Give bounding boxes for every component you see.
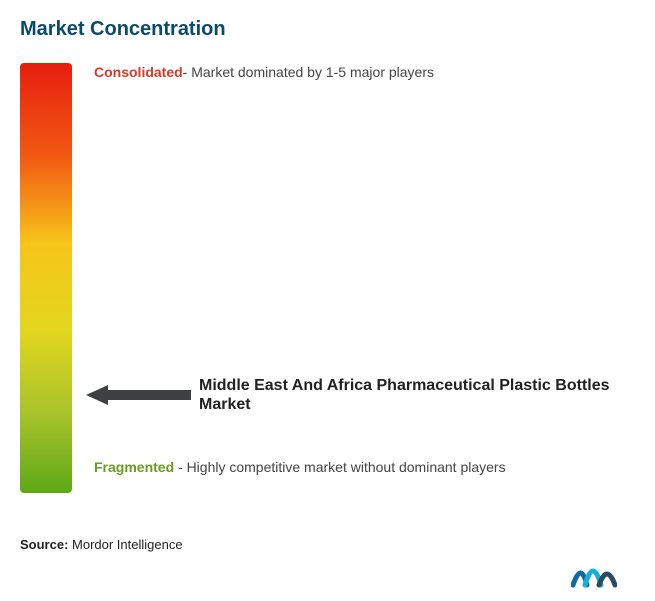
diagram-area: Consolidated- Market dominated by 1-5 ma… xyxy=(20,63,635,503)
source-line: Source: Mordor Intelligence xyxy=(20,537,635,552)
source-label: Source: xyxy=(20,537,68,552)
market-name: Middle East And Africa Pharmaceutical Pl… xyxy=(199,376,629,414)
logo-icon xyxy=(571,555,617,589)
consolidated-desc: - Market dominated by 1-5 major players xyxy=(183,64,434,80)
fragmented-label: Fragmented - Highly competitive market w… xyxy=(94,458,506,477)
concentration-gradient-bar xyxy=(20,63,72,493)
page-title: Market Concentration xyxy=(20,18,635,41)
arrow-left-icon xyxy=(86,385,191,405)
fragmented-desc: - Highly competitive market without domi… xyxy=(174,459,505,475)
consolidated-label: Consolidated- Market dominated by 1-5 ma… xyxy=(94,63,434,81)
source-value: Mordor Intelligence xyxy=(68,537,182,552)
diagram-label-column: Consolidated- Market dominated by 1-5 ma… xyxy=(94,63,635,493)
brand-logo xyxy=(571,555,617,589)
fragmented-keyword: Fragmented xyxy=(94,459,174,475)
market-position-marker: Middle East And Africa Pharmaceutical Pl… xyxy=(86,376,629,414)
consolidated-keyword: Consolidated xyxy=(94,64,183,80)
